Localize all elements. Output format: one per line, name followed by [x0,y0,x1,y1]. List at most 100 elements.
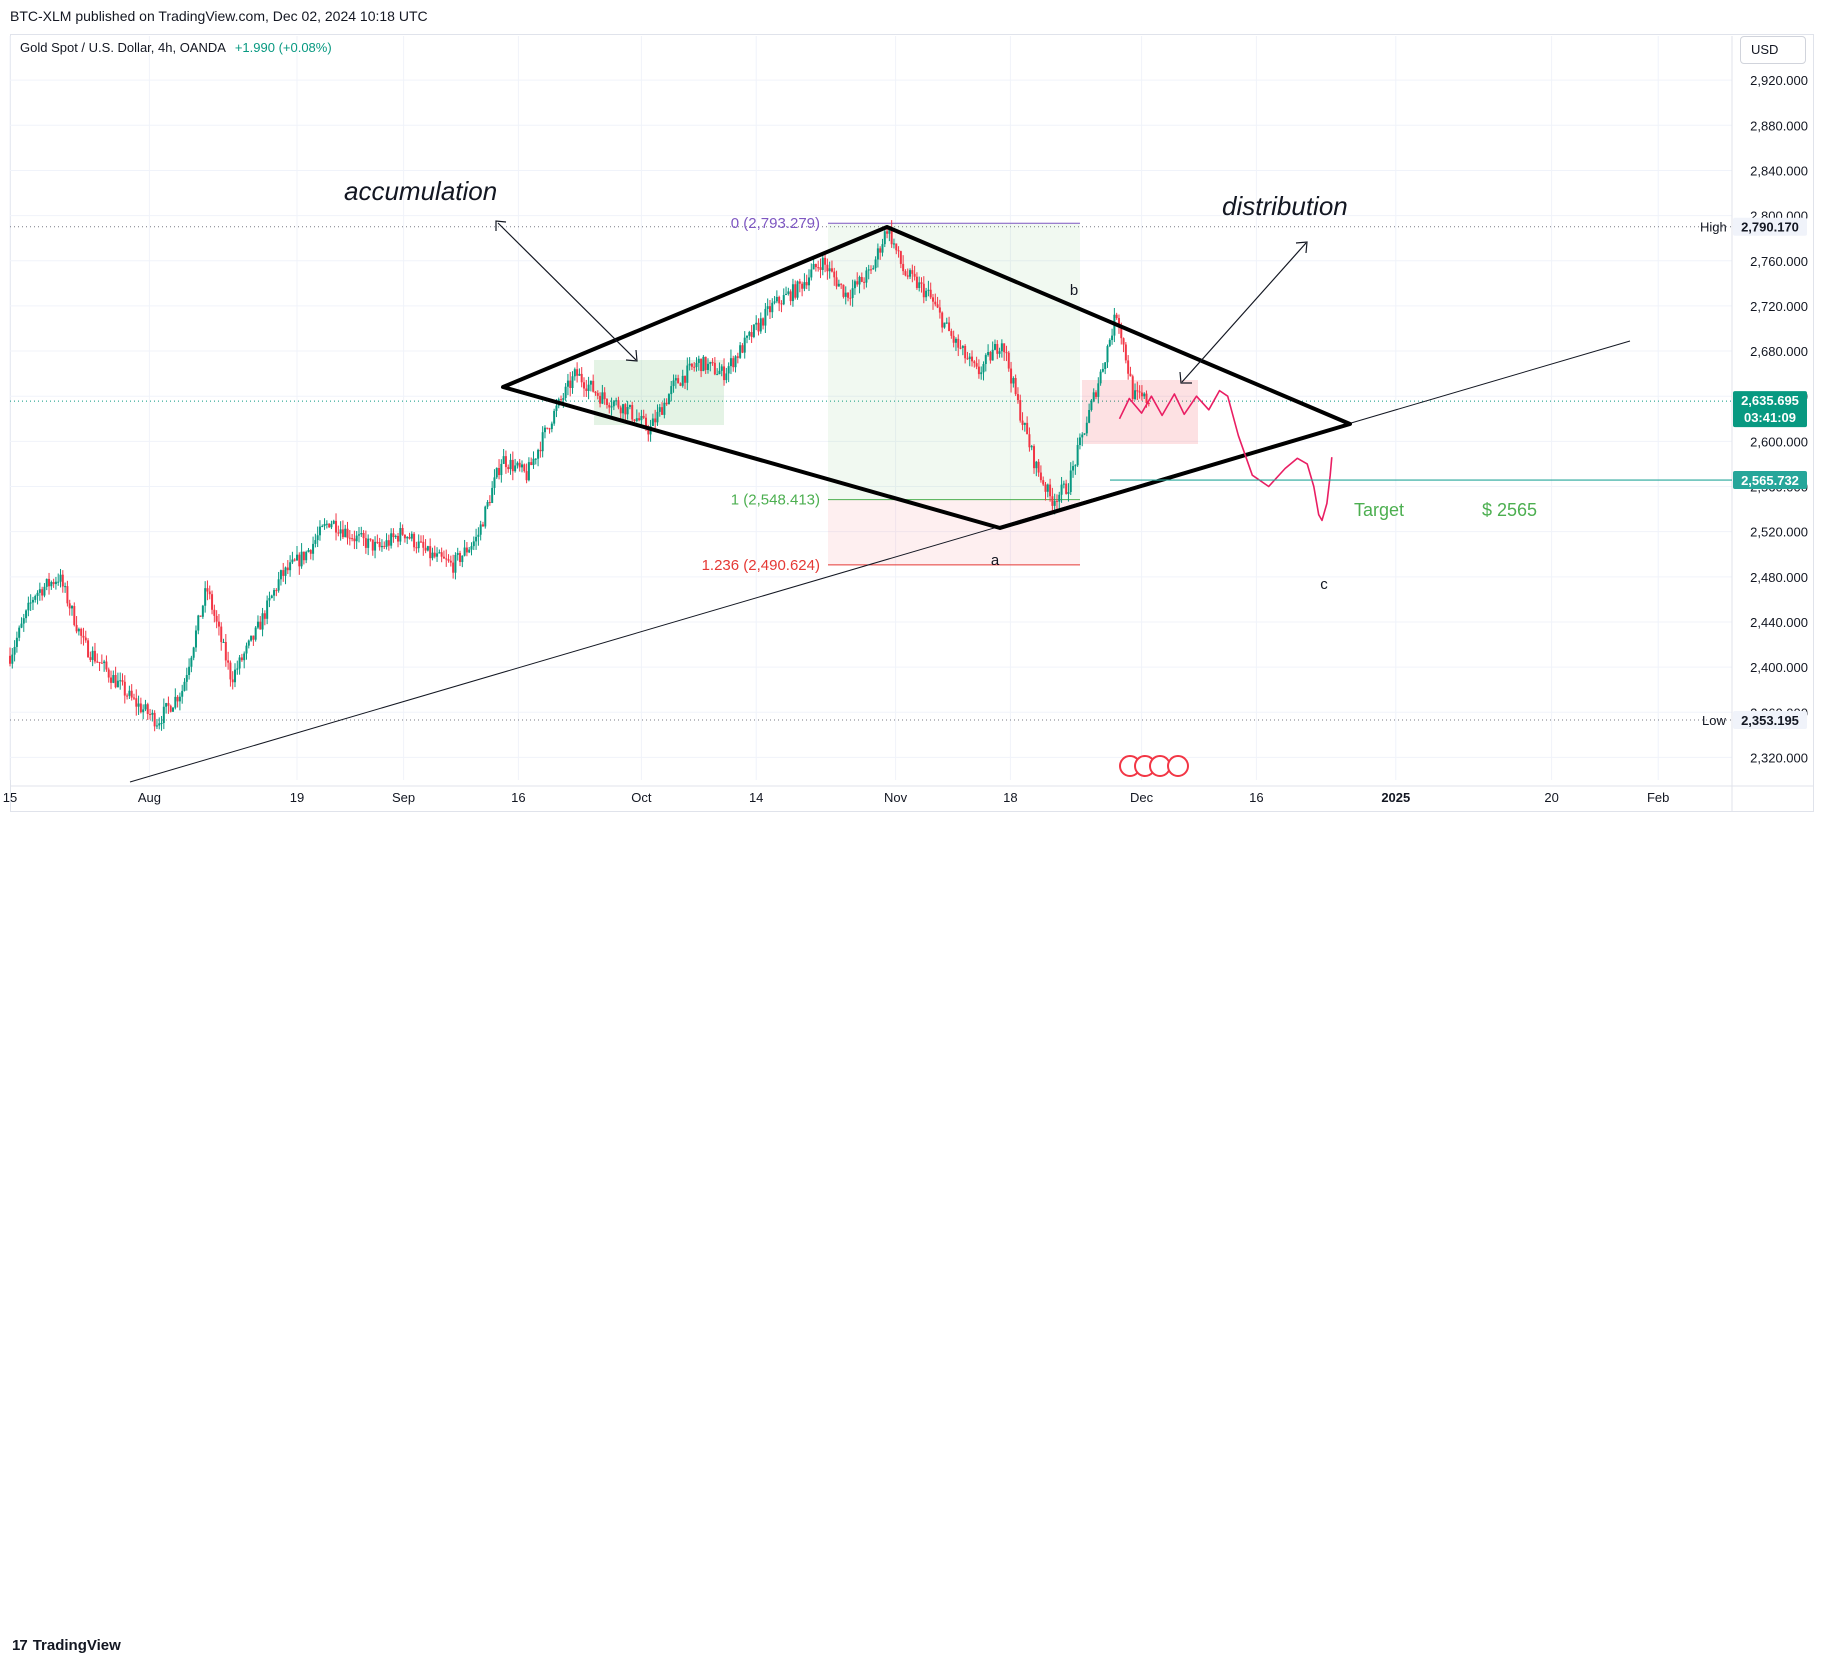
candle-body [1039,472,1042,481]
y-tick-label: 2,320.000 [1750,750,1808,765]
candle-body [68,603,71,609]
candle-body [952,335,955,343]
candle-body [142,709,145,713]
candle-body [15,637,18,647]
candle-body [782,295,785,305]
candle-body [587,384,590,391]
arrow-head [495,220,507,231]
candle-body [909,270,912,277]
candle-body [789,291,792,302]
candle-body [1042,480,1045,485]
candle-body [43,586,46,596]
candle-body [1023,422,1026,425]
candle-body [426,546,429,551]
diamond-pattern [501,225,1352,530]
currency-button[interactable]: USD [1740,36,1806,64]
candle-body [773,301,776,303]
candle-body [167,703,170,706]
candle-body [38,589,41,593]
candle-body [791,284,794,302]
candle-body [128,690,131,696]
candle-body [615,400,618,402]
candle-body [805,282,808,286]
candle-body [612,401,615,407]
candle-body [966,358,969,360]
candle-body [468,549,471,553]
candle-body [13,646,16,655]
candle-body [162,706,165,723]
candle-body [798,281,801,284]
candle-body [674,378,677,381]
candle-body [491,487,494,503]
candle-body [11,654,14,664]
candle-body [52,582,55,585]
target-badge-text: 2,565.732 [1741,473,1799,488]
candle-body [1143,393,1146,397]
y-tick-label: 2,680.000 [1750,344,1808,359]
candle-body [1074,465,1077,467]
header-bar: BTC-XLM published on TradingView.com, De… [0,0,1824,34]
candle-body [371,539,374,551]
candle-body [808,277,811,286]
candle-body [560,399,563,401]
candle-body [727,366,730,374]
candle-body [1138,391,1141,393]
candle-body [341,529,344,538]
candle-body [518,462,521,468]
candle-body [502,456,505,464]
candle-body [667,394,670,405]
symbol-info[interactable]: Gold Spot / U.S. Dollar, 4h, OANDA +1.99… [20,40,332,55]
candle-body [452,562,455,573]
candle-body [569,380,572,388]
candle-body [155,725,158,727]
candle-body [739,345,742,358]
candle-body [709,362,712,364]
candle-body [1053,500,1056,506]
candle-body [231,679,234,683]
candle-body [123,681,126,696]
candle-body [592,380,595,392]
y-tick-label: 2,600.000 [1750,434,1808,449]
candle-body [335,520,338,533]
candle-body [851,288,854,298]
candle-body [881,244,884,253]
candle-body [50,582,53,587]
candle-body [445,558,448,560]
candle-body [470,546,473,550]
candle-body [429,546,432,559]
candle-body [702,356,705,372]
candle-body [495,467,498,478]
arrow-head [625,349,638,362]
gold-chart[interactable]: 2,320.0002,360.0002,400.0002,440.0002,48… [0,0,1824,852]
candle-body [651,418,654,427]
candle-body [748,332,751,336]
candle-body [759,318,762,332]
candle-body [378,542,381,548]
candle-body [1058,494,1061,502]
candle-body [996,344,999,354]
candle-body [525,471,528,481]
fib-zone-green [828,223,1080,500]
candle-body [481,524,484,527]
candle-body [902,263,905,272]
candle-body [626,407,629,415]
candle-body [73,606,76,626]
candle-body [344,528,347,538]
candle-body [153,712,156,727]
candle-body [484,506,487,527]
candle-body [957,338,960,348]
candle-body [282,570,285,576]
candle-body [84,637,87,641]
candle-body [539,449,542,452]
candle-body [929,289,932,298]
candle-body [456,552,459,555]
candle-body [87,640,90,658]
candle-body [736,356,739,358]
tradingview-logo[interactable]: 17 TradingView [12,1637,121,1654]
candle-body [511,459,514,472]
candle-body [220,626,223,643]
fib-label: 1 (2,548.413) [731,492,820,509]
candle-body [1108,340,1111,347]
candle-body [1055,500,1058,502]
candle-body [665,402,668,405]
